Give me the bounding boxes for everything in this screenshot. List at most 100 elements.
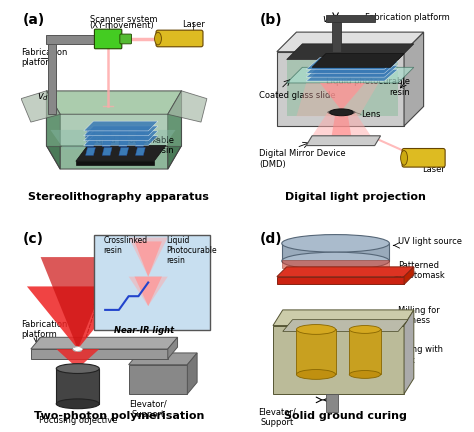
Polygon shape [296, 83, 379, 116]
Ellipse shape [401, 151, 408, 165]
Text: X: X [154, 359, 160, 368]
Polygon shape [306, 57, 398, 69]
Polygon shape [306, 136, 381, 146]
FancyBboxPatch shape [326, 15, 375, 22]
Polygon shape [76, 146, 166, 161]
Polygon shape [128, 276, 168, 306]
Text: (c): (c) [23, 232, 44, 246]
Ellipse shape [328, 110, 355, 115]
Polygon shape [46, 91, 182, 114]
FancyBboxPatch shape [120, 34, 132, 44]
Text: Z: Z [138, 362, 144, 371]
Text: $v_d$: $v_d$ [36, 91, 49, 102]
Polygon shape [27, 286, 128, 349]
FancyBboxPatch shape [296, 330, 336, 375]
Polygon shape [31, 349, 168, 359]
Polygon shape [128, 353, 197, 365]
Polygon shape [135, 241, 162, 276]
Text: Solid ground curing: Solid ground curing [284, 411, 407, 421]
Text: $v_z$: $v_z$ [322, 15, 333, 26]
Polygon shape [287, 67, 414, 83]
Polygon shape [168, 91, 182, 169]
Text: Liquid
Photocurable
resin: Liquid Photocurable resin [166, 235, 217, 265]
Text: Digital light projection: Digital light projection [285, 192, 426, 202]
Polygon shape [283, 320, 408, 331]
Polygon shape [83, 136, 158, 146]
Polygon shape [136, 130, 145, 138]
Polygon shape [277, 52, 404, 126]
Polygon shape [41, 257, 115, 349]
Polygon shape [31, 337, 178, 349]
Text: Scanner system: Scanner system [90, 15, 157, 23]
Text: (d): (d) [259, 232, 282, 246]
Polygon shape [128, 238, 168, 276]
Text: Near-IR light: Near-IR light [114, 326, 174, 334]
Text: Digital Mirror Device
(DMD): Digital Mirror Device (DMD) [259, 149, 346, 169]
Polygon shape [76, 161, 154, 165]
Polygon shape [306, 69, 398, 81]
Text: Fabrication
platform: Fabrication platform [21, 48, 67, 67]
Ellipse shape [296, 369, 336, 379]
Polygon shape [119, 148, 128, 156]
Ellipse shape [155, 32, 162, 45]
Polygon shape [135, 276, 162, 306]
Polygon shape [50, 130, 175, 149]
Text: Stereolithography apparatus: Stereolithography apparatus [28, 192, 210, 202]
Polygon shape [332, 112, 351, 136]
Polygon shape [86, 139, 95, 146]
Polygon shape [102, 148, 112, 156]
Text: Elevator/
Support: Elevator/ Support [129, 400, 167, 419]
Polygon shape [273, 310, 414, 326]
Polygon shape [287, 44, 414, 60]
Text: Fabrication
platform: Fabrication platform [21, 320, 67, 339]
Polygon shape [306, 61, 398, 73]
Polygon shape [306, 65, 398, 77]
Text: Lens: Lens [361, 110, 381, 119]
Text: Focusing objective: Focusing objective [38, 416, 117, 425]
FancyBboxPatch shape [282, 243, 389, 261]
Ellipse shape [282, 235, 389, 252]
FancyBboxPatch shape [48, 40, 56, 114]
Polygon shape [136, 148, 145, 156]
Polygon shape [287, 60, 398, 116]
Text: Laser: Laser [182, 20, 205, 29]
Polygon shape [320, 83, 365, 110]
Polygon shape [404, 310, 414, 394]
Ellipse shape [296, 324, 336, 334]
Ellipse shape [282, 252, 389, 270]
Polygon shape [404, 267, 414, 284]
Text: Patterned
photomask: Patterned photomask [398, 261, 445, 280]
FancyBboxPatch shape [282, 260, 389, 268]
Polygon shape [277, 32, 424, 52]
Polygon shape [102, 130, 112, 138]
Text: (b): (b) [259, 13, 282, 26]
Polygon shape [83, 121, 158, 131]
Text: Two-photon polymerisation: Two-photon polymerisation [34, 411, 204, 421]
Ellipse shape [73, 346, 82, 352]
Text: Filling with
wax: Filling with wax [398, 345, 443, 365]
FancyBboxPatch shape [94, 29, 122, 49]
Polygon shape [273, 326, 404, 394]
Ellipse shape [56, 364, 99, 374]
FancyBboxPatch shape [56, 368, 99, 404]
Ellipse shape [330, 109, 353, 116]
Text: Y: Y [142, 368, 148, 376]
FancyBboxPatch shape [94, 235, 210, 330]
Polygon shape [83, 131, 158, 141]
Polygon shape [102, 139, 112, 146]
Text: Coated glass slide: Coated glass slide [259, 91, 336, 100]
Text: UV light source: UV light source [398, 237, 462, 246]
Polygon shape [136, 139, 145, 146]
Polygon shape [46, 91, 182, 146]
Polygon shape [404, 32, 424, 126]
FancyBboxPatch shape [326, 394, 337, 412]
Polygon shape [83, 126, 158, 136]
Polygon shape [128, 365, 187, 394]
Text: Milling for
flatness: Milling for flatness [398, 306, 440, 325]
Polygon shape [277, 276, 404, 284]
Polygon shape [187, 353, 197, 394]
Ellipse shape [349, 371, 381, 378]
Polygon shape [46, 146, 182, 169]
Text: Laser: Laser [422, 165, 445, 174]
Polygon shape [46, 91, 60, 169]
